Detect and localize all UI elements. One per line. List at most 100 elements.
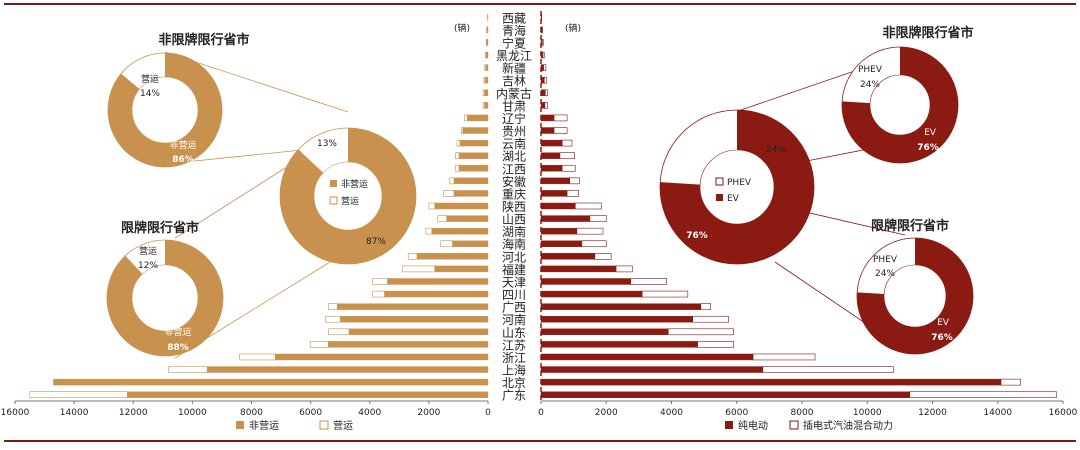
category-label: 河北: [502, 250, 526, 264]
legend-label-ev: 纯电动: [738, 419, 768, 432]
category-label: 北京: [502, 376, 526, 390]
bar-right-ev: [540, 265, 617, 273]
category-label: 新疆: [502, 61, 526, 76]
donut-slice-label: PHEV: [858, 65, 883, 75]
bar-left-operating: [440, 240, 453, 248]
bar-left-nonoperating: [459, 139, 489, 147]
bar-right-phev: [566, 190, 579, 197]
donut-slice-label: 12%: [138, 261, 158, 271]
bar-right-ev: [540, 378, 1002, 386]
donut-slice-label: 24%: [875, 269, 895, 279]
right-x-tick-label: 8000: [791, 408, 814, 418]
donut-hole: [131, 264, 199, 332]
category-label: 广西: [502, 301, 526, 315]
donut-slice-label: 营运: [141, 73, 159, 85]
category-label: 四川: [502, 288, 526, 302]
left-x-tick-label: 12000: [119, 408, 148, 418]
bar-right-ev: [540, 227, 578, 235]
bar-left-operating: [372, 278, 388, 285]
bar-left-nonoperating: [458, 152, 489, 159]
donut-slice-label: 87%: [366, 237, 386, 247]
bar-left-operating: [482, 89, 485, 97]
bar-left-operating: [328, 303, 338, 310]
bar-right-ev: [540, 353, 754, 361]
left-x-tick-label: 10000: [178, 408, 207, 418]
bar-right-ev: [540, 127, 555, 134]
donut-main-slice: [659, 110, 814, 265]
bar-right-phev: [909, 391, 1057, 399]
donut-slice-label: 13%: [317, 139, 337, 149]
bar-right-phev: [543, 64, 547, 71]
left-unit-label: (辆): [454, 22, 470, 34]
bar-right-phev: [574, 202, 602, 210]
donut-slice-label: EV: [937, 318, 950, 328]
bar-right-phev: [667, 328, 734, 336]
donut-slice-label: 非营运: [164, 326, 191, 338]
bar-left-nonoperating: [453, 190, 489, 197]
bar-right-ev: [540, 328, 669, 336]
left-x-tick-label: 8000: [240, 408, 263, 418]
bar-left-operating: [455, 152, 460, 159]
bar-right-phev: [542, 39, 544, 46]
legend-label-operating: 营运: [333, 419, 353, 432]
bar-right-phev: [569, 177, 580, 185]
category-label: 黑龙江: [496, 49, 532, 63]
bar-left-nonoperating: [484, 89, 489, 96]
legend-label-nonoperating: 非营运: [249, 419, 279, 432]
bar-left-operating: [239, 353, 276, 361]
legend-swatch-operating: [319, 420, 329, 430]
category-label: 云南: [502, 136, 526, 151]
donut-title-right-restricted: 限牌限行省市: [871, 218, 949, 234]
right-x-tick-label: 16000: [1049, 408, 1078, 418]
bar-left-operating: [443, 190, 455, 197]
category-label: 安徽: [502, 174, 526, 189]
inner-legend-swatch-ev: [716, 194, 723, 201]
donut-slice-label: PHEV: [873, 255, 898, 265]
category-label: 浙江: [502, 351, 526, 365]
right-x-tick-label: 6000: [725, 408, 748, 418]
bar-right-ev: [540, 202, 576, 210]
category-label: 广东: [502, 389, 526, 403]
bar-left-operating: [437, 215, 447, 222]
category-label: 内蒙古: [496, 86, 532, 101]
category-label: 重庆: [502, 187, 526, 201]
bar-right-phev: [581, 240, 607, 248]
bar-right-phev: [541, 26, 543, 34]
category-label: 天津: [502, 275, 526, 289]
donut-slice-label: 非营运: [169, 139, 196, 151]
bar-left-nonoperating: [467, 114, 489, 122]
bar-left-operating: [464, 114, 468, 122]
bar-right-ev: [540, 139, 563, 147]
bar-left-nonoperating: [337, 303, 489, 310]
left-x-tick-label: 4000: [358, 408, 381, 418]
bar-left-operating: [484, 64, 486, 71]
bar-right-ev: [540, 76, 545, 84]
bar-right-ev: [540, 64, 544, 71]
inner-legend-swatch-nonoperating: [330, 180, 337, 187]
bar-left-nonoperating: [348, 328, 489, 336]
donut-main-slice: [107, 53, 222, 168]
legend-label-phev: 插电式汽油混合动力: [803, 419, 893, 432]
bar-left-nonoperating: [462, 127, 489, 134]
category-label: 河南: [502, 312, 526, 327]
category-label: 贵州: [502, 125, 526, 139]
bar-left-operating: [325, 315, 341, 323]
category-label: 湖南: [502, 224, 526, 239]
bar-left-nonoperating: [453, 177, 489, 185]
donut-slice-label: 76%: [931, 333, 953, 343]
bar-left-operating: [401, 265, 436, 273]
bar-right-phev: [692, 315, 729, 323]
bar-right-ev: [540, 278, 631, 285]
bar-right-phev: [544, 102, 548, 109]
bar-right-ev: [540, 316, 693, 323]
donut-main-slice: [106, 240, 223, 356]
category-label: 江苏: [502, 338, 526, 352]
donut-slice-label: 76%: [686, 231, 708, 241]
bar-left-operating: [425, 227, 433, 235]
bar-right-phev: [561, 164, 576, 172]
bar-left-nonoperating: [485, 64, 489, 71]
bar-right-phev: [576, 227, 604, 235]
category-label: 甘肃: [502, 99, 526, 113]
bar-left-nonoperating: [384, 290, 489, 298]
